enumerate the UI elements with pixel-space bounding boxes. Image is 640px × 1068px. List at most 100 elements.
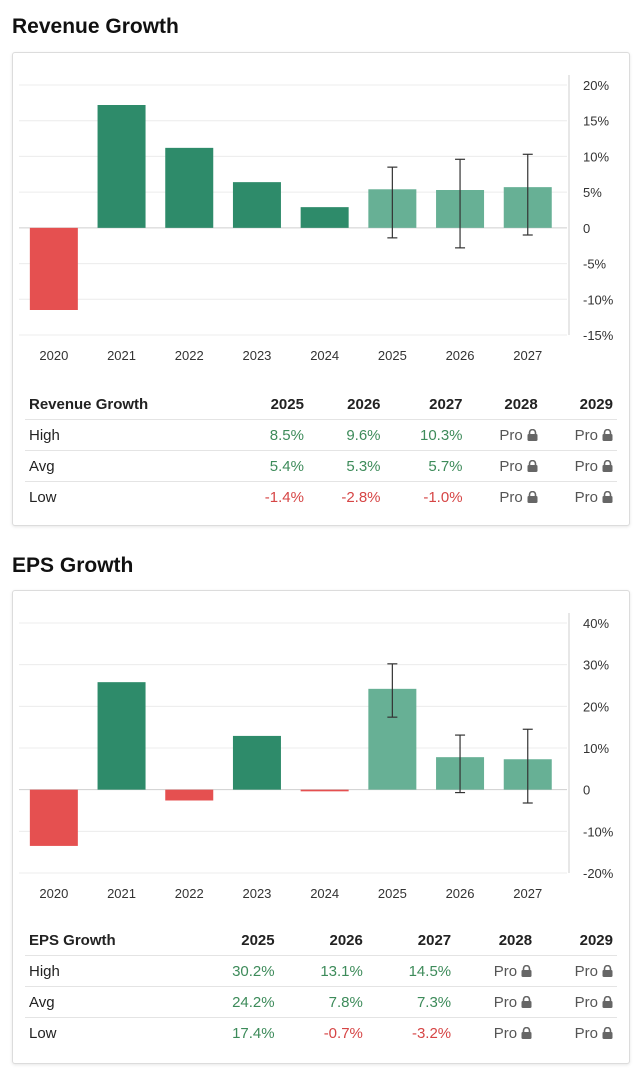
bar xyxy=(300,789,349,792)
bar xyxy=(165,789,214,801)
lock-icon xyxy=(527,459,538,472)
x-tick-label: 2020 xyxy=(39,348,68,363)
x-tick-label: 2026 xyxy=(446,348,475,363)
table-header-year: 2026 xyxy=(329,931,363,949)
bar xyxy=(165,147,214,228)
pro-locked-cell[interactable]: Pro xyxy=(466,419,542,451)
lock-icon xyxy=(602,995,613,1008)
x-tick-label: 2021 xyxy=(107,886,136,901)
table-cell: 7.3% xyxy=(366,986,456,1018)
pro-label: Pro xyxy=(574,962,598,980)
table-row-low: Low -1.4% -2.8% -1.0% Pro Pro xyxy=(25,481,617,512)
lock-icon xyxy=(602,1026,613,1039)
pro-locked-cell[interactable]: Pro xyxy=(536,955,617,987)
table-header-year: 2027 xyxy=(429,395,463,413)
table-cell: -1.0% xyxy=(384,481,467,512)
x-tick-label: 2025 xyxy=(378,348,407,363)
pro-locked-cell[interactable]: Pro xyxy=(536,986,617,1018)
table-header-label: Revenue Growth xyxy=(29,395,149,413)
table-header-year: 2028 xyxy=(498,931,533,949)
x-tick-label: 2020 xyxy=(39,886,68,901)
row-label: High xyxy=(25,955,191,987)
table-cell: 24.2% xyxy=(190,986,279,1018)
table-header-year: 2029 xyxy=(579,395,613,413)
table-cell: 10.3% xyxy=(384,419,467,451)
pro-label: Pro xyxy=(574,457,598,475)
x-tick-label: 2027 xyxy=(513,886,542,901)
pro-label: Pro xyxy=(499,426,523,444)
table-header-year: 2025 xyxy=(270,395,304,413)
revenue-estimates-table: Revenue Growth 2025 2026 2027 2028 2029 … xyxy=(25,389,617,512)
table-cell: -3.2% xyxy=(366,1017,456,1048)
y-tick-label: 15% xyxy=(583,114,609,129)
table-cell: 8.5% xyxy=(231,419,308,451)
table-row-avg: Avg 5.4% 5.3% 5.7% Pro Pro xyxy=(25,450,617,482)
x-tick-label: 2025 xyxy=(378,886,407,901)
pro-locked-cell[interactable]: Pro xyxy=(541,450,617,482)
table-header-row: EPS Growth 2025 2026 2027 2028 2029 xyxy=(25,925,617,956)
eps-growth-chart: 40% 30% 20% 10% 0 -10% -20% 2020 2021 2022 2023 202… xyxy=(19,613,614,901)
table-header-year: 2026 xyxy=(347,395,381,413)
pro-label: Pro xyxy=(493,962,518,980)
table-cell: 5.4% xyxy=(231,450,308,482)
table-cell: 5.3% xyxy=(307,450,385,482)
eps-growth-title: EPS Growth xyxy=(12,554,134,577)
x-tick-label: 2024 xyxy=(310,886,339,901)
table-header-year: 2025 xyxy=(241,931,275,949)
pro-locked-cell[interactable]: Pro xyxy=(466,450,542,482)
lock-icon xyxy=(521,1026,532,1039)
y-tick-label: 40% xyxy=(583,616,609,631)
bar xyxy=(232,735,281,790)
table-header-label: EPS Growth xyxy=(29,931,116,949)
table-cell: -0.7% xyxy=(278,1017,367,1048)
y-tick-label: -15% xyxy=(583,328,614,343)
revenue-growth-card: 20% 15% 10% 5% 0 -5% -10% -15% 2020 2021 2022 2023 2… xyxy=(12,52,630,526)
y-tick-label: 10% xyxy=(583,149,609,164)
table-cell: 13.1% xyxy=(278,955,367,987)
row-label: High xyxy=(25,419,232,451)
x-tick-label: 2021 xyxy=(107,348,136,363)
lock-icon xyxy=(602,428,613,441)
x-tick-label: 2022 xyxy=(175,348,204,363)
lock-icon xyxy=(602,490,613,503)
table-cell: 30.2% xyxy=(190,955,279,987)
y-tick-label: 20% xyxy=(583,78,609,93)
pro-locked-cell[interactable]: Pro xyxy=(541,419,617,451)
pro-label: Pro xyxy=(493,1024,518,1042)
bar xyxy=(29,227,78,310)
table-row-high: High 30.2% 13.1% 14.5% Pro Pro xyxy=(25,955,617,987)
lock-icon xyxy=(527,428,538,441)
lock-icon xyxy=(521,995,532,1008)
row-label: Avg xyxy=(25,450,232,482)
table-cell: 7.8% xyxy=(278,986,367,1018)
y-tick-label: 20% xyxy=(583,699,609,714)
table-cell: 5.7% xyxy=(384,450,467,482)
pro-locked-cell[interactable]: Pro xyxy=(541,481,617,512)
lock-icon xyxy=(521,964,532,977)
row-label: Low xyxy=(25,1017,191,1048)
revenue-growth-title: Revenue Growth xyxy=(12,15,179,38)
pro-locked-cell[interactable]: Pro xyxy=(455,955,537,987)
x-tick-label: 2022 xyxy=(175,886,204,901)
lock-icon xyxy=(602,964,613,977)
table-cell: 9.6% xyxy=(307,419,385,451)
pro-locked-cell[interactable]: Pro xyxy=(455,1017,537,1048)
pro-locked-cell[interactable]: Pro xyxy=(466,481,542,512)
bar xyxy=(97,682,146,790)
table-cell: 17.4% xyxy=(190,1017,279,1048)
row-label: Low xyxy=(25,481,232,512)
pro-label: Pro xyxy=(499,457,523,475)
pro-locked-cell[interactable]: Pro xyxy=(536,1017,617,1048)
pro-label: Pro xyxy=(574,426,598,444)
y-tick-label: -10% xyxy=(583,824,614,839)
x-tick-label: 2027 xyxy=(513,348,542,363)
pro-label: Pro xyxy=(574,488,598,506)
bar xyxy=(300,207,349,228)
eps-estimates-table: EPS Growth 2025 2026 2027 2028 2029 High… xyxy=(25,925,617,1048)
table-header-row: Revenue Growth 2025 2026 2027 2028 2029 xyxy=(25,389,617,420)
x-tick-label: 2026 xyxy=(446,886,475,901)
y-tick-label: -20% xyxy=(583,866,614,881)
pro-locked-cell[interactable]: Pro xyxy=(455,986,537,1018)
y-tick-label: -10% xyxy=(583,292,614,307)
table-cell: -1.4% xyxy=(231,481,308,512)
